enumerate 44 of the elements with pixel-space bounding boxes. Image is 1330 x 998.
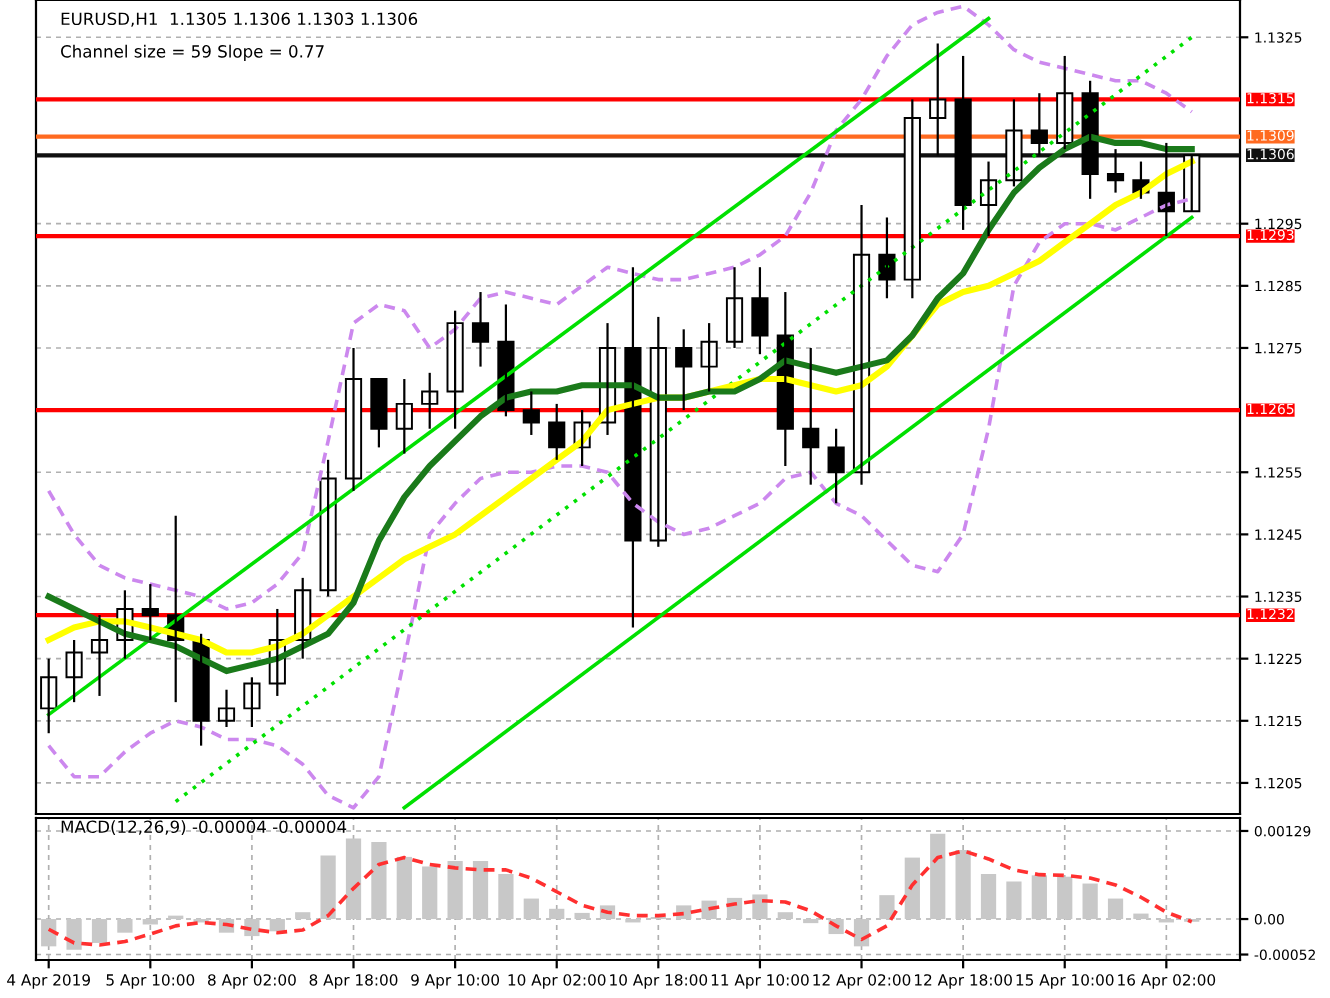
bar [320,855,336,920]
bar [142,919,158,925]
line-series [46,848,1194,947]
candlestick [1183,154,1201,213]
bar [371,841,387,920]
annotation: EURUSD,H1 1.1305 1.1306 1.1303 1.1306 [61,12,418,27]
bar [955,850,971,920]
bar [930,833,946,920]
candlestick [751,266,769,356]
bar [91,919,108,943]
candlestick [675,328,693,412]
bar [498,873,514,920]
bar [777,912,793,920]
bar [1133,913,1149,920]
bar [1006,881,1022,920]
bar [117,919,133,933]
bar [447,861,463,920]
bar [422,866,438,920]
bar [396,856,412,920]
bar [41,919,57,947]
candlestick [522,390,540,437]
candlestick [878,216,896,300]
bar [752,894,768,920]
bar [1031,875,1047,920]
annotation: MACD(12,26,9) -0.00004 -0.00004 [61,820,347,835]
candlestick [929,42,947,157]
bar [472,861,489,920]
bar [295,912,311,920]
bar [345,838,362,920]
bar [523,898,539,920]
bar [269,919,285,932]
bar [574,912,590,920]
bar [1057,876,1073,920]
bar [66,919,82,950]
bar [904,857,920,920]
bar [1082,883,1098,920]
annotation: Channel size = 59 Slope = 0.77 [61,44,324,61]
candlestick [421,371,439,430]
bar [1107,898,1124,920]
candlestick [370,377,388,449]
bar [549,908,565,920]
bar [980,873,997,920]
line-series [46,4,1194,611]
bar [879,895,895,920]
